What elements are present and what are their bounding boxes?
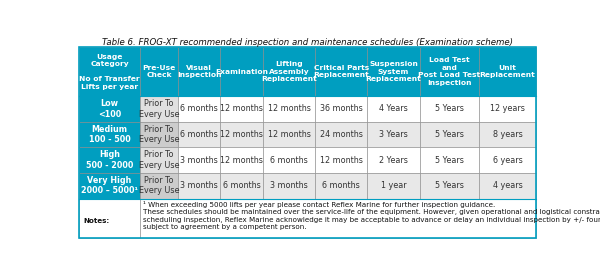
Text: 6 months: 6 months (322, 181, 360, 190)
Bar (178, 122, 220, 147)
Bar (263, 173, 316, 199)
Text: 5 Years: 5 Years (435, 156, 464, 165)
Bar (263, 47, 316, 96)
Bar (316, 122, 367, 147)
Text: ¹ When exceeding 5000 lifts per year please contact Reflex Marine for further in: ¹ When exceeding 5000 lifts per year ple… (143, 201, 495, 208)
Text: Notes:: Notes: (83, 218, 110, 224)
Text: Low
<100: Low <100 (98, 99, 121, 119)
Text: 3 months: 3 months (271, 181, 308, 190)
Text: Table 6. FROG-XT recommended inspection and maintenance schedules (Examination s: Table 6. FROG-XT recommended inspection … (102, 38, 513, 47)
Text: Prior To
Every Use: Prior To Every Use (139, 125, 179, 144)
Bar (479, 122, 536, 147)
Text: 12 months: 12 months (320, 156, 363, 165)
Text: 1 year: 1 year (380, 181, 406, 190)
Bar (316, 96, 367, 122)
Bar (316, 173, 367, 199)
Bar (178, 173, 220, 199)
Text: 6 months: 6 months (180, 104, 218, 114)
Bar (263, 122, 316, 147)
Bar (220, 47, 263, 96)
Bar (367, 173, 419, 199)
Text: Prior To
Every Use: Prior To Every Use (139, 99, 179, 119)
Text: Prior To
Every Use: Prior To Every Use (139, 150, 179, 170)
Text: 4 Years: 4 Years (379, 104, 408, 114)
Bar (479, 173, 536, 199)
Text: Critical Parts
Replacement: Critical Parts Replacement (313, 65, 369, 78)
Bar (220, 147, 263, 173)
Bar (479, 96, 536, 122)
Bar (419, 173, 479, 199)
Text: subject to agreement by a competent person.: subject to agreement by a competent pers… (143, 224, 306, 230)
Text: 5 Years: 5 Years (435, 181, 464, 190)
Bar (419, 147, 479, 173)
Bar (316, 47, 367, 96)
Bar (79, 96, 140, 122)
Bar (367, 147, 419, 173)
Bar (140, 199, 536, 238)
Bar (220, 122, 263, 147)
Bar (263, 147, 316, 173)
Text: 5 Years: 5 Years (435, 104, 464, 114)
Bar (367, 96, 419, 122)
Text: Medium
100 - 500: Medium 100 - 500 (89, 125, 130, 144)
Text: 2 Years: 2 Years (379, 156, 408, 165)
Bar (367, 122, 419, 147)
Text: 3 Years: 3 Years (379, 130, 408, 139)
Text: Unit
Replacement: Unit Replacement (480, 65, 535, 78)
Bar (178, 96, 220, 122)
Bar (419, 96, 479, 122)
Text: Usage
Category

No of Transfer
Lifts per year: Usage Category No of Transfer Lifts per … (79, 54, 140, 90)
Bar (178, 47, 220, 96)
Bar (263, 96, 316, 122)
Text: 12 months: 12 months (220, 130, 263, 139)
Text: 12 months: 12 months (268, 104, 311, 114)
Text: 12 months: 12 months (220, 104, 263, 114)
Bar (140, 96, 178, 122)
Bar (140, 122, 178, 147)
Text: Suspension
System
Replacement: Suspension System Replacement (365, 61, 421, 82)
Bar (140, 47, 178, 96)
Text: 36 months: 36 months (320, 104, 363, 114)
Bar (79, 47, 536, 238)
Bar (367, 47, 419, 96)
Text: 12 months: 12 months (220, 156, 263, 165)
Text: 8 years: 8 years (493, 130, 523, 139)
Bar (419, 47, 479, 96)
Bar (479, 47, 536, 96)
Bar (220, 173, 263, 199)
Text: 3 months: 3 months (180, 156, 218, 165)
Text: 12 years: 12 years (490, 104, 525, 114)
Bar (316, 147, 367, 173)
Bar (419, 122, 479, 147)
Bar (79, 199, 140, 238)
Text: Visual
Inspection: Visual Inspection (177, 65, 221, 78)
Bar (140, 147, 178, 173)
Bar (79, 173, 140, 199)
Text: These schedules should be maintained over the service-life of the equipment. How: These schedules should be maintained ove… (143, 209, 600, 215)
Text: 6 months: 6 months (271, 156, 308, 165)
Bar (79, 122, 140, 147)
Text: 6 years: 6 years (493, 156, 523, 165)
Text: 5 Years: 5 Years (435, 130, 464, 139)
Text: 24 months: 24 months (320, 130, 363, 139)
Bar (479, 147, 536, 173)
Bar (79, 147, 140, 173)
Text: 4 years: 4 years (493, 181, 523, 190)
Bar (178, 147, 220, 173)
Text: Very High
2000 – 5000¹: Very High 2000 – 5000¹ (81, 176, 138, 196)
Text: Prior To
Every Use: Prior To Every Use (139, 176, 179, 196)
Text: 12 months: 12 months (268, 130, 311, 139)
Text: 6 months: 6 months (180, 130, 218, 139)
Bar (220, 96, 263, 122)
Text: scheduling inspection, Reflex Marine acknowledge it may be acceptable to advance: scheduling inspection, Reflex Marine ack… (143, 217, 600, 223)
Text: Lifting
Assembly
Replacement: Lifting Assembly Replacement (262, 61, 317, 82)
Bar (140, 173, 178, 199)
Bar (79, 47, 140, 96)
Text: 6 months: 6 months (223, 181, 261, 190)
Text: High
500 - 2000: High 500 - 2000 (86, 150, 133, 170)
Text: 3 months: 3 months (180, 181, 218, 190)
Text: Pre-Use
Check: Pre-Use Check (142, 65, 176, 78)
Text: Examination: Examination (215, 69, 268, 75)
Text: Load Test
and
Post Load Test
Inspection: Load Test and Post Load Test Inspection (418, 57, 481, 86)
